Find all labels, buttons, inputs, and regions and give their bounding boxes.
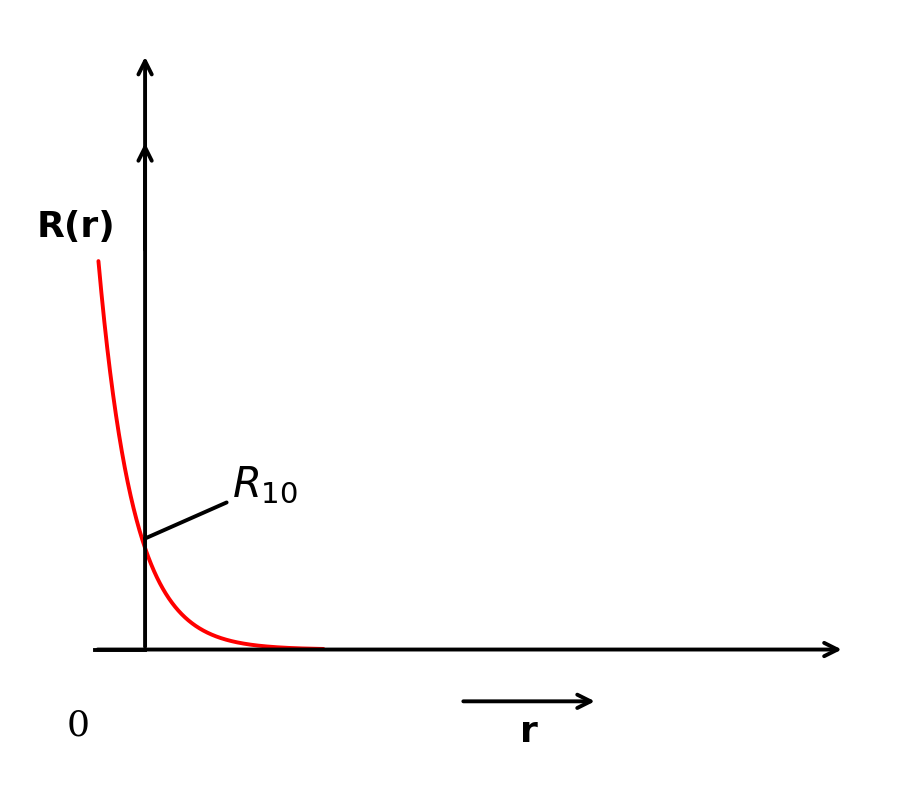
Text: $R_{10}$: $R_{10}$ — [145, 465, 298, 539]
Text: R(r): R(r) — [37, 210, 116, 244]
Text: 0: 0 — [67, 708, 90, 742]
Text: r: r — [521, 714, 539, 748]
